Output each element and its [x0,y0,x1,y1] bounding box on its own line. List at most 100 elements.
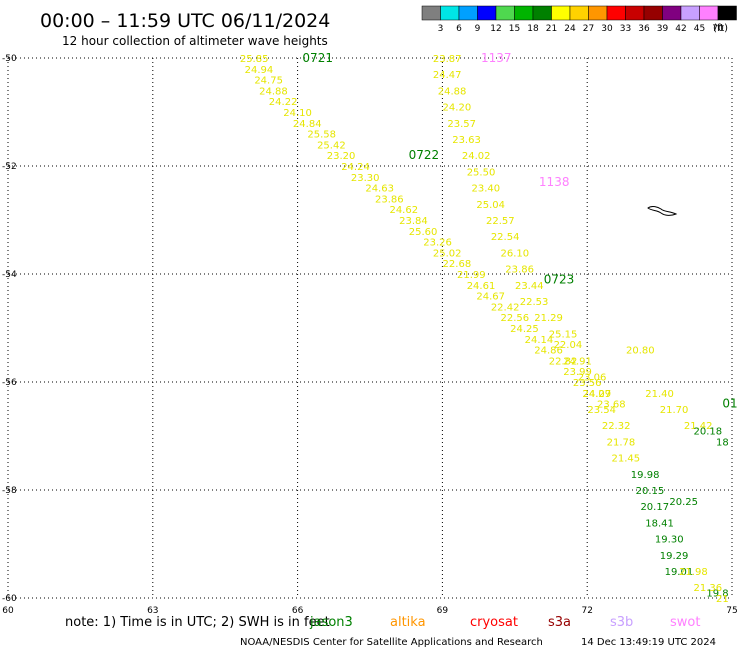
swh-value-label: 25.15 [549,329,578,340]
chart-title: 00:00 – 11:59 UTC 06/11/2024 [40,10,330,32]
swh-value-label: 24.75 [254,76,283,87]
swh-value-label: 19.8 [706,589,728,600]
colorbar-label: 39 [657,24,669,34]
colorbar-swatch [569,5,589,21]
x-tick-label: 75 [726,606,737,616]
y-tick-label: -58 [2,486,17,496]
swh-value-label: 23.84 [399,216,428,227]
colorbar-label: 70 [712,24,724,34]
mission-legend-item: s3a [548,615,571,630]
swh-value-label: 26.10 [500,248,529,259]
x-tick-label: 72 [581,606,592,616]
swh-value-label: 21 [716,594,729,605]
swh-value-label: 23.40 [472,184,501,195]
swh-value-label: 22.57 [486,216,515,227]
pass-time-label: 0721 [302,51,333,65]
swh-value-label: 23.44 [515,281,544,292]
swh-value-label: 18.41 [645,518,674,529]
swh-value-label: 24.88 [259,86,288,97]
data-marks: 25.8524.9424.7524.8824.2224.1024.8425.58… [240,51,738,605]
swh-value-label: 24.84 [293,119,322,130]
island-outline [647,205,678,216]
swh-value-label: 24.86 [534,346,563,357]
swh-value-label: 22.56 [500,313,529,324]
swh-value-label: 22.04 [554,340,583,351]
colorbar-label: 12 [490,24,501,34]
y-tick-label: -54 [2,270,17,280]
swh-value-label: 25.85 [240,54,269,65]
colorbar-label: 36 [638,24,650,34]
swh-value-label: 21.29 [534,313,563,324]
colorbar-swatch [458,5,478,21]
swh-value-label: 23.56 [573,378,602,389]
mission-legend-item: altika [390,615,426,630]
swh-value-label: 24.94 [245,65,274,76]
swh-value-label: 24.88 [438,86,467,97]
swh-value-label: 24.67 [476,292,505,303]
x-tick-label: 63 [147,606,158,616]
swh-value-label: 19.30 [655,535,684,546]
swh-value-label: 23.63 [452,135,481,146]
swh-value-label: 21.36 [694,583,723,594]
swh-value-label: 23.54 [587,405,616,416]
colorbar-swatch [440,5,460,21]
swh-value-label: 20.80 [626,346,655,357]
swh-value-label: 21.98 [679,567,708,578]
axis-labels: 60 63 66 69 72 75 -50 -52 -54 -56 -58 -60 [2,54,738,616]
y-tick-label: -50 [2,54,17,64]
x-tick-label: 60 [2,606,14,616]
pass-time-label: 0723 [544,272,575,286]
swh-value-label: 24.63 [365,184,394,195]
pass-time-label: 0722 [409,148,440,162]
swh-value-label: 24.29 [583,389,612,400]
swh-value-label: 25.60 [409,227,438,238]
swh-value-label: 25.04 [476,200,505,211]
y-tick-label: -60 [2,594,17,604]
colorbar-swatch [680,5,700,21]
colorbar-swatch [551,5,571,21]
colorbar-swatch [662,5,682,21]
swh-value-label: 21.78 [607,437,636,448]
swh-value-label: 24.14 [525,335,554,346]
swh-value-label: 22.32 [602,421,631,432]
swh-value-label: 25.58 [307,130,336,141]
colorbar-swatch [717,5,737,21]
colorbar-label: 18 [527,24,539,34]
swh-value-label: 18 [716,437,729,448]
x-tick-label: 69 [437,606,449,616]
swh-value-label: 20.15 [636,486,665,497]
swh-value-label: 23.20 [327,151,356,162]
swh-value-label: 25.02 [433,248,462,259]
swh-value-label: 23.26 [423,238,452,249]
swh-value-label: 25.50 [467,167,496,178]
pass-time-label: 01 [722,397,737,411]
swh-value-label: 21.45 [611,454,640,465]
colorbar-swatch [477,5,497,21]
colorbar-label: 15 [509,24,520,34]
swh-value-label: 23.99 [563,367,592,378]
y-tick-label: -52 [2,162,17,172]
grid-lines [7,57,733,599]
pass-time-label: 1137 [481,51,512,65]
swh-value-label: 21.70 [660,405,689,416]
swh-value-label: 23.68 [597,400,626,411]
mission-legend-item: cryosat [470,615,518,630]
swh-value-label: 22.42 [491,302,520,313]
mission-legend: jason3 altika cryosat s3a s3b swot [309,615,700,630]
colorbar-label: 33 [620,24,631,34]
colorbar-swatch [421,5,441,21]
swh-value-label: 20.25 [669,497,698,508]
swh-value-label: 23.87 [433,54,462,65]
swh-value-label: 22.68 [443,259,472,270]
swh-value-label: 23.30 [351,173,380,184]
colorbar-label: 6 [456,24,462,34]
swh-value-label: 24.07 [583,389,612,400]
footer-credit: NOAA/NESDIS Center for Satellite Applica… [240,637,543,648]
swh-value-label: 23.06 [578,373,607,384]
swh-value-label: 23.86 [505,265,534,276]
swh-value-label: 19.29 [660,551,689,562]
mission-legend-item: swot [670,615,700,630]
pass-time-label: 1138 [539,175,570,189]
colorbar-label: 9 [475,24,481,34]
